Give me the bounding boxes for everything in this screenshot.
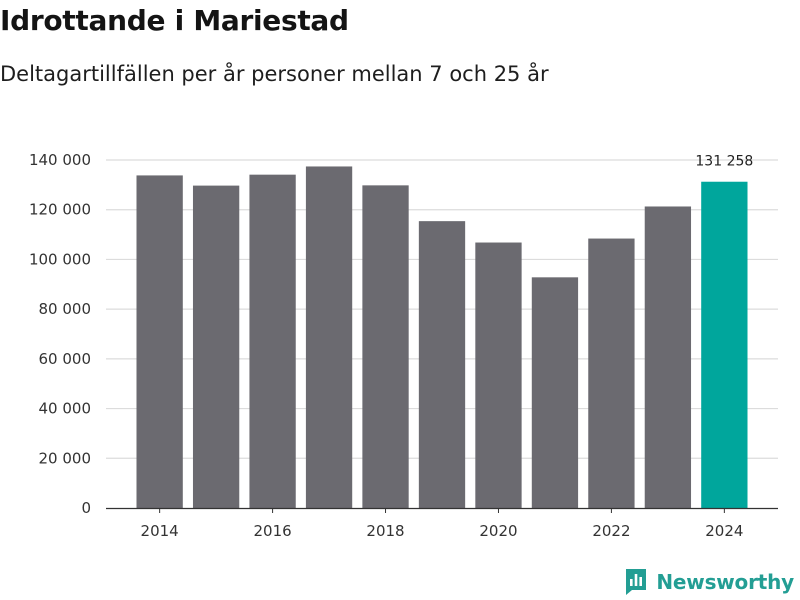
y-tick-label: 100 000	[29, 250, 91, 268]
bar	[305, 166, 353, 508]
y-axis-ticks: 0 20 000 40 000 60 000 80 000 100 000 120 000 1…	[29, 151, 91, 517]
y-tick-label: 120 000	[29, 201, 91, 219]
chart-title: Idrottande i Mariestad	[0, 4, 349, 37]
bar-value-label: 131 258	[695, 154, 753, 170]
bar	[192, 185, 240, 509]
x-tick-label: 2022	[592, 522, 630, 540]
x-tick-label: 2014	[141, 522, 179, 540]
bar	[362, 185, 409, 508]
y-tick-label: 40 000	[39, 400, 92, 418]
bar	[475, 242, 522, 509]
brand-name: Newsworthy	[656, 570, 794, 594]
x-tick-label: 2018	[366, 522, 404, 540]
x-axis-ticks: 2014 2016 2018 2020 2022 2024	[141, 508, 743, 540]
y-tick-label: 20 000	[39, 449, 92, 467]
bar	[531, 277, 579, 508]
y-tick-label: 0	[81, 499, 91, 517]
chart-subtitle: Deltagartillfällen per år personer mella…	[0, 62, 549, 86]
bar	[249, 174, 296, 508]
bar-highlight	[701, 181, 748, 509]
bar	[418, 221, 466, 509]
y-tick-label: 140 000	[29, 151, 91, 169]
bars	[136, 166, 748, 509]
bar	[136, 175, 183, 508]
y-tick-label: 80 000	[39, 300, 92, 318]
y-tick-label: 60 000	[39, 350, 92, 368]
data-labels: 131 258	[695, 154, 753, 170]
bar	[644, 206, 692, 509]
x-tick-label: 2024	[705, 522, 743, 540]
x-tick-label: 2020	[479, 522, 517, 540]
bar	[588, 238, 635, 508]
newsworthy-brand: Newsworthy	[624, 568, 794, 596]
newsworthy-logo-icon	[626, 569, 647, 595]
x-tick-label: 2016	[253, 522, 291, 540]
